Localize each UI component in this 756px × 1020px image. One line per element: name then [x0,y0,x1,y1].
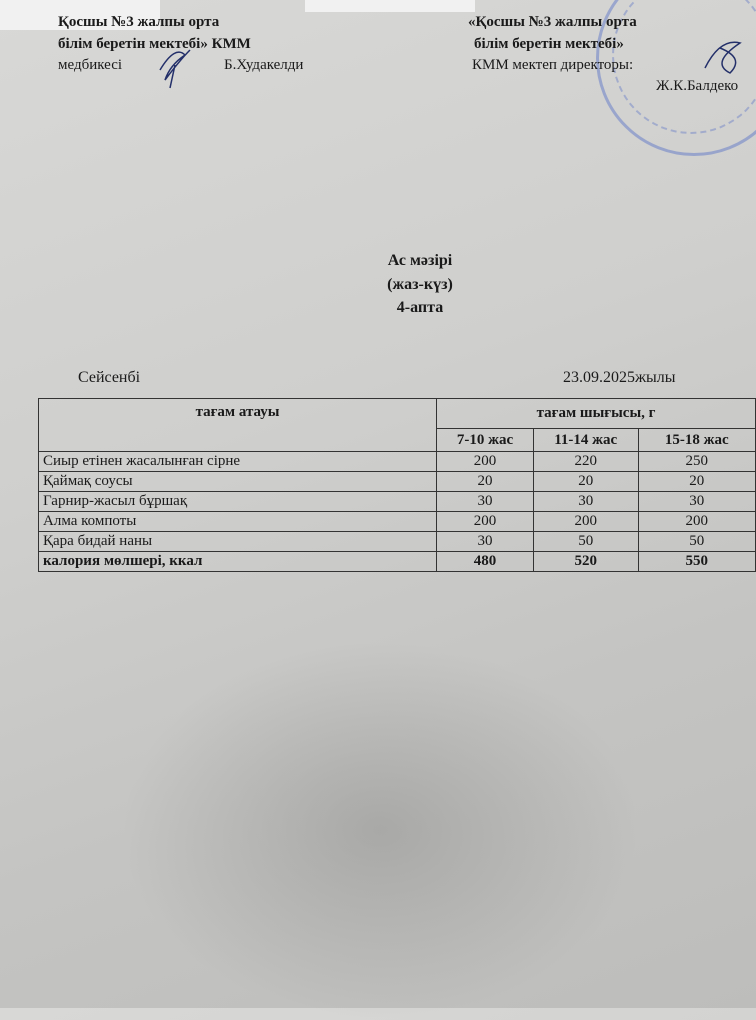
table-row: Сиыр етінен жасалынған сірне 200 220 250 [37,451,756,472]
glare [0,0,160,30]
cell: 480 [436,551,534,572]
cell: 550 [637,551,756,572]
menu-table: тағам атауы тағам шығысы, г 7-10 жас 11-… [37,397,756,572]
cell: 20 [532,471,639,492]
table-row: Алма компоты 200 200 200 [37,511,756,532]
header-left-name: Б.Худакелди [224,57,304,73]
dish-name: Қаймақ соусы [37,471,438,492]
cell: 200 [637,511,756,532]
date-label: 23.09.2025жылы [563,369,676,386]
col-header-output: тағам шығысы, г [436,397,756,430]
table-row: Қаймақ соусы 20 20 20 [37,471,756,492]
header-right-line2: білім беретін мектебі» [474,36,624,52]
signature-left [159,49,191,89]
page-subtitle: (жаз-күз) [387,276,453,293]
col-header-age: 15-18 жас [637,428,756,452]
col-header-age: 7-10 жас [436,428,534,452]
header-right-name: Ж.К.Балдеко [656,78,739,94]
dish-name: Гарнир-жасыл бұршақ [37,491,438,512]
day-label: Сейсенбі [78,369,141,386]
cell: 200 [436,451,534,472]
total-row: калория мөлшері, ккал 480 520 550 [37,551,756,572]
photo-shadow [120,640,640,1020]
official-stamp-inner [612,0,756,134]
cell: 250 [637,451,756,472]
table-row: Гарнир-жасыл бұршақ 30 30 30 [37,491,756,512]
cell: 520 [532,551,639,572]
dish-name: Қара бидай наны [37,531,438,552]
dish-name: Сиыр етінен жасалынған сірне [37,451,438,472]
header-left-role: медбикесі [58,57,123,73]
total-label: калория мөлшері, ккал [37,551,438,572]
table-row: Қара бидай наны 30 50 50 [37,531,756,552]
cell: 20 [637,471,756,492]
cell: 50 [532,531,639,552]
week-label: 4-апта [396,299,444,316]
cell: 30 [436,491,534,512]
col-header-name: тағам атауы [37,398,438,452]
cell: 30 [637,491,756,512]
header-right-line3: КММ мектеп директоры: [472,57,634,73]
cell: 200 [436,511,534,532]
dish-name: Алма компоты [37,511,438,532]
header-right-line1: «Қосшы №3 жалпы орта [468,14,637,30]
cell: 20 [436,471,534,492]
signature-right [704,41,742,74]
cell: 30 [532,491,639,512]
official-stamp [596,0,756,156]
page-title: Ас мәзірі [387,252,453,269]
cell: 30 [436,531,534,552]
header-left-line2: білім беретін мектебі» КММ [58,36,251,52]
header-left-line1: Қосшы №3 жалпы орта [58,14,220,30]
col-header-age: 11-14 жас [532,428,639,452]
glare [305,0,475,12]
cell: 220 [532,451,639,472]
cell: 50 [637,531,756,552]
cell: 200 [532,511,639,532]
